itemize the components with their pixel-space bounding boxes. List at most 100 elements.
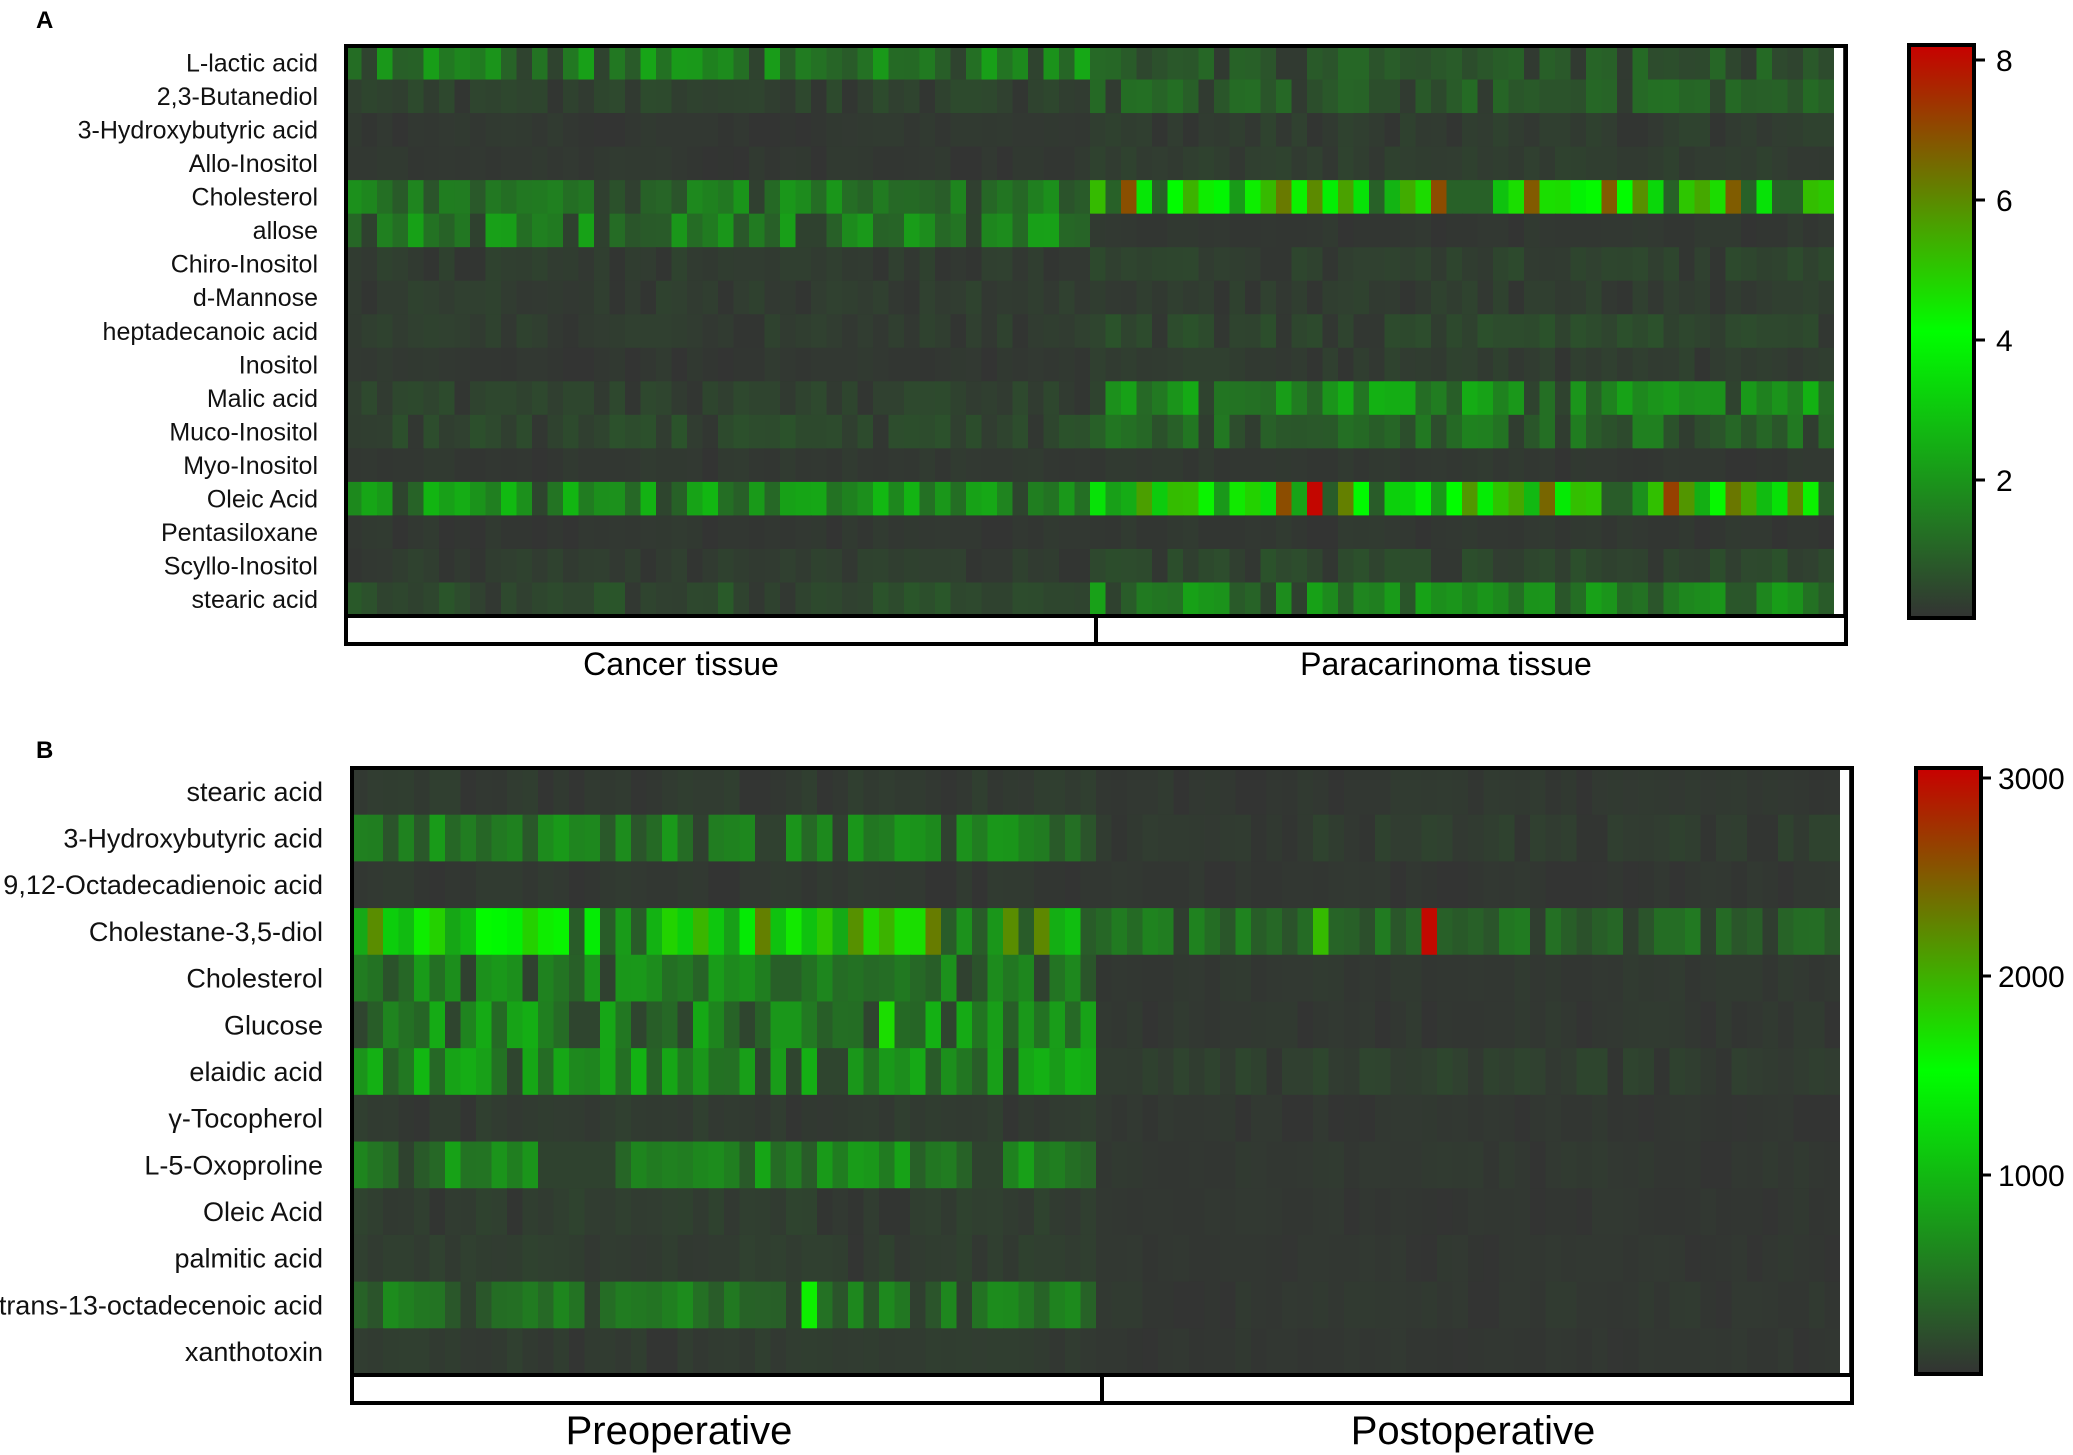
heatmap-cell bbox=[863, 908, 880, 956]
heatmap-cell bbox=[439, 582, 456, 617]
heatmap-cell bbox=[1710, 280, 1727, 315]
heatmap-cell bbox=[1338, 314, 1355, 349]
heatmap-cell bbox=[1059, 213, 1076, 248]
heatmap-cell bbox=[1034, 861, 1051, 909]
heatmap-cell bbox=[631, 1001, 648, 1049]
heatmap-cell bbox=[1716, 1234, 1733, 1283]
heatmap-cell bbox=[1384, 247, 1401, 282]
heatmap-cell bbox=[749, 46, 766, 81]
group-label-paracarinoma-tissue: Paracarinoma tissue bbox=[1300, 646, 1592, 682]
heatmap-cell bbox=[1384, 347, 1401, 382]
heatmap-cell bbox=[392, 280, 409, 315]
heatmap-cell bbox=[1214, 582, 1231, 617]
heatmap-cell bbox=[1214, 381, 1231, 416]
heatmap-cell bbox=[377, 582, 394, 617]
heatmap-cell bbox=[786, 768, 803, 816]
heatmap-cell bbox=[1198, 414, 1215, 449]
heatmap-cell bbox=[1741, 180, 1758, 215]
heatmap-cell bbox=[925, 1188, 942, 1236]
heatmap-cell bbox=[346, 314, 363, 349]
heatmap-cell bbox=[1679, 213, 1696, 248]
heatmap-cell bbox=[1245, 46, 1262, 81]
heatmap-cell bbox=[1803, 582, 1820, 617]
heatmap-cell bbox=[1446, 146, 1463, 181]
heatmap-cell bbox=[677, 1048, 694, 1096]
heatmap-cell bbox=[398, 1141, 415, 1189]
heatmap-cell bbox=[1220, 1048, 1237, 1096]
heatmap-cell bbox=[1421, 1094, 1438, 1143]
heatmap-cell bbox=[1229, 213, 1246, 248]
heatmap-cell bbox=[1229, 448, 1246, 483]
row-label-inositol: Inositol bbox=[239, 351, 318, 379]
heatmap-cell bbox=[1220, 1094, 1237, 1143]
heatmap-cell bbox=[1189, 1328, 1206, 1376]
heatmap-cell bbox=[935, 314, 952, 349]
heatmap-cell bbox=[408, 280, 425, 315]
heatmap-cell bbox=[1028, 582, 1045, 617]
heatmap-cell bbox=[1824, 814, 1841, 862]
heatmap-cell bbox=[578, 79, 595, 114]
heatmap-cell bbox=[1059, 314, 1076, 349]
heatmap-cell bbox=[594, 247, 611, 282]
heatmap-cell bbox=[1793, 861, 1810, 909]
heatmap-cell bbox=[501, 582, 518, 617]
heatmap-cell bbox=[687, 46, 704, 81]
heatmap-cell bbox=[1313, 1141, 1330, 1189]
heatmap-cell bbox=[1276, 79, 1293, 114]
heatmap-cell bbox=[1499, 861, 1516, 909]
heatmap-cell bbox=[1545, 908, 1562, 956]
heatmap-cell bbox=[786, 954, 803, 1003]
heatmap-cell bbox=[1080, 768, 1097, 816]
heatmap-cell bbox=[625, 113, 642, 148]
heatmap-cell bbox=[470, 381, 487, 416]
heatmap-cell bbox=[1167, 113, 1184, 148]
heatmap-cell bbox=[1694, 515, 1711, 550]
heatmap-cell bbox=[1468, 1328, 1485, 1376]
heatmap-cell bbox=[1028, 213, 1045, 248]
heatmap-cell bbox=[1617, 180, 1634, 215]
heatmap-cell bbox=[1716, 1281, 1733, 1329]
heatmap-cell bbox=[811, 515, 828, 550]
heatmap-cell bbox=[1747, 908, 1764, 956]
heatmap-cell bbox=[755, 908, 772, 956]
heatmap-cell bbox=[693, 1328, 710, 1376]
heatmap-cell bbox=[1787, 113, 1804, 148]
heatmap-cell bbox=[1679, 247, 1696, 282]
heatmap-cell bbox=[857, 481, 874, 517]
heatmap-cell bbox=[377, 314, 394, 349]
heatmap-cell bbox=[1065, 1281, 1082, 1329]
heatmap-cell bbox=[423, 414, 440, 449]
heatmap-cell bbox=[1601, 146, 1618, 181]
heatmap-cell bbox=[1787, 381, 1804, 416]
heatmap-cell bbox=[1452, 1094, 1469, 1143]
heatmap-cell bbox=[662, 1141, 679, 1189]
heatmap-cell bbox=[826, 548, 843, 584]
heatmap-cell bbox=[1654, 1048, 1671, 1096]
heatmap-cell bbox=[1291, 314, 1308, 349]
heatmap-cell bbox=[739, 954, 756, 1003]
colorbar-a-tick-6: 6 bbox=[1996, 185, 2013, 218]
heatmap-cell bbox=[361, 213, 378, 248]
heatmap-cell bbox=[1545, 768, 1562, 816]
heatmap-cell bbox=[935, 79, 952, 114]
heatmap-cell bbox=[1204, 1234, 1221, 1283]
heatmap-cell bbox=[383, 861, 400, 909]
heatmap-cell bbox=[1090, 180, 1107, 215]
heatmap-cell bbox=[733, 280, 750, 315]
heatmap-cell bbox=[1570, 314, 1587, 349]
heatmap-cell bbox=[997, 314, 1014, 349]
heatmap-cell bbox=[609, 515, 626, 550]
heatmap-cell bbox=[1530, 768, 1547, 816]
heatmap-cell bbox=[584, 1328, 601, 1376]
heatmap-cell bbox=[708, 1141, 725, 1189]
heatmap-cell bbox=[1437, 954, 1454, 1003]
heatmap-cell bbox=[879, 1234, 896, 1283]
heatmap-cell bbox=[1663, 113, 1680, 148]
heatmap-cell bbox=[1012, 247, 1029, 282]
heatmap-cell bbox=[1468, 1234, 1485, 1283]
heatmap-cell bbox=[1183, 213, 1200, 248]
heatmap-cell bbox=[439, 79, 456, 114]
heatmap-cell bbox=[1090, 247, 1107, 282]
heatmap-cell bbox=[1003, 1001, 1020, 1049]
heatmap-cell bbox=[1561, 1001, 1578, 1049]
